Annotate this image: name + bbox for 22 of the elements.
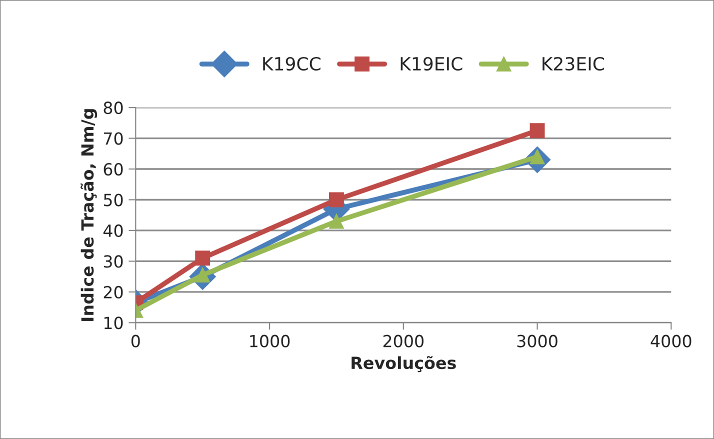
point bbox=[329, 192, 344, 208]
y-tick-label: 70 bbox=[104, 132, 123, 145]
x-tick-label: 2000 bbox=[383, 334, 424, 348]
point bbox=[195, 250, 210, 266]
x-tick-label: 4000 bbox=[650, 334, 692, 348]
legend-label: K23EIC bbox=[542, 56, 604, 71]
y-tick-label: 50 bbox=[104, 194, 123, 206]
legend-label: K19CC bbox=[263, 56, 320, 71]
y-tick-label: 10 bbox=[104, 316, 123, 330]
y-axis-title: Indice de Tração, Nm/g bbox=[80, 109, 98, 321]
x-axis-title: Revoluções bbox=[352, 356, 456, 372]
y-tick-label: 80 bbox=[104, 102, 123, 114]
y-tick-label: 40 bbox=[103, 224, 123, 238]
y-tick-label: 60 bbox=[104, 162, 123, 176]
point bbox=[329, 214, 344, 229]
x-tick-label: 3000 bbox=[517, 334, 558, 348]
y-tick-label: 20 bbox=[104, 286, 123, 299]
legend-label: K19EIC bbox=[400, 56, 462, 71]
y-tick-label: 30 bbox=[104, 255, 123, 268]
x-tick-label: 0 bbox=[131, 334, 140, 348]
x-tick-label: 1000 bbox=[250, 334, 290, 348]
point bbox=[530, 123, 545, 138]
